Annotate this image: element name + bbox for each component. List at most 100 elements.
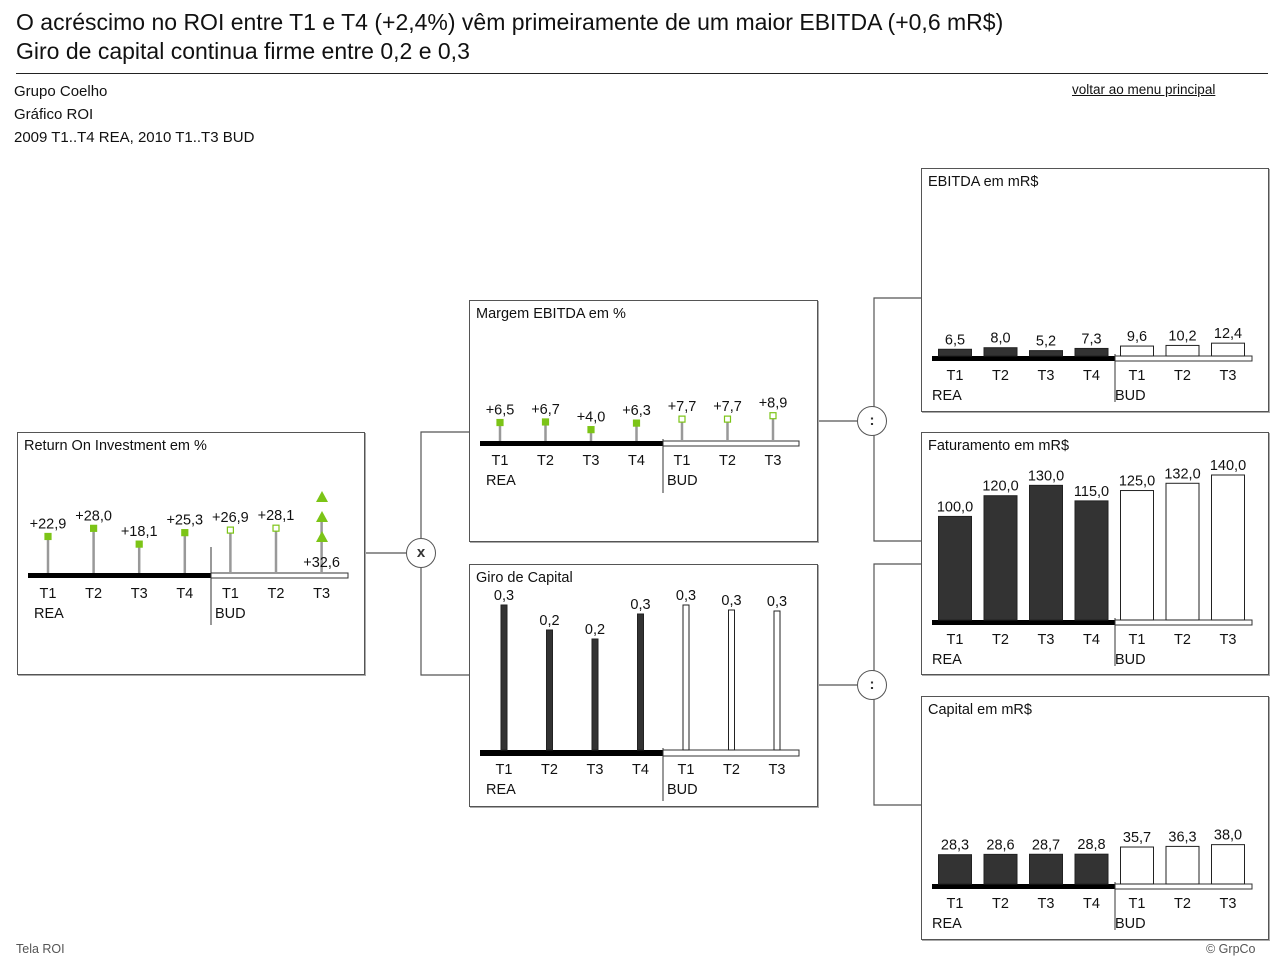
turnover-bar-3 (591, 638, 599, 751)
capital-category-label-5: T1 (1129, 896, 1146, 912)
margin-value-label-7: +8,9 (759, 396, 788, 412)
capital-value-label-1: 28,3 (941, 838, 969, 854)
revenue-bar-4 (1074, 500, 1109, 621)
ebitda-category-label-3: T3 (1038, 368, 1055, 384)
capital-bar-4 (1074, 853, 1109, 885)
capital-category-label-1: T1 (947, 896, 964, 912)
turnover-axis-budget (662, 749, 800, 757)
roi-category-label-1: T1 (40, 586, 57, 602)
roi-category-label-5: T1 (222, 586, 239, 602)
turnover-category-label-5: T1 (678, 762, 695, 778)
header-divider (16, 73, 1268, 74)
roi-trend-up-icon-2 (316, 511, 328, 522)
revenue-chart: 100,0 T1 120,0 T2 130,0 T3 115,0 T4 125,0 T1 132,0… (932, 458, 1253, 668)
turnover-title: Giro de Capital (476, 570, 573, 586)
capital-category-label-7: T3 (1220, 896, 1237, 912)
turnover-category-label-7: T3 (769, 762, 786, 778)
margin-title: Margem EBITDA em % (476, 306, 626, 322)
revenue-category-label-5: T1 (1129, 632, 1146, 648)
margin-scenario-label-rea: REA (486, 473, 516, 489)
roi-value-label-2: +28,0 (75, 508, 112, 524)
turnover-value-label-7: 0,3 (767, 594, 787, 610)
capital-title: Capital em mR$ (928, 702, 1032, 718)
roi-category-label-6: T2 (268, 586, 285, 602)
roi-category-label-4: T4 (176, 586, 193, 602)
capital-category-label-3: T3 (1038, 896, 1055, 912)
connector-divide-revenue-2 (873, 563, 921, 686)
footer-screen-name: Tela ROI (16, 942, 65, 956)
connector-divide-ebitda (873, 297, 921, 422)
report-meta: Grupo Coelho Gráfico ROI 2009 T1..T4 REA… (14, 80, 254, 149)
roi-value-label-4: +25,3 (166, 513, 203, 529)
roi-scenario-label-bud: BUD (215, 606, 246, 622)
roi-marker-2 (89, 524, 98, 532)
revenue-category-label-2: T2 (992, 632, 1009, 648)
capital-category-label-6: T2 (1174, 896, 1191, 912)
ebitda-category-label-4: T4 (1083, 368, 1100, 384)
roi-category-label-7: T3 (313, 586, 330, 602)
capital-bar-7 (1211, 844, 1245, 885)
connector-multiply-turnover (420, 568, 469, 676)
margin-marker-6 (723, 415, 732, 423)
capital-axis-budget (1114, 883, 1253, 890)
capital-bar-5 (1120, 846, 1154, 885)
turnover-value-label-3: 0,2 (585, 622, 605, 638)
page-headline: O acréscimo no ROI entre T1 e T4 (+2,4%)… (16, 8, 1266, 66)
margin-marker-3 (587, 426, 595, 434)
roi-trend-up-icon-1 (316, 491, 328, 502)
ebitda-value-label-5: 9,6 (1127, 329, 1147, 345)
back-to-main-menu-link[interactable]: voltar ao menu principal (1072, 82, 1216, 97)
turnover-category-label-3: T3 (587, 762, 604, 778)
revenue-category-label-6: T2 (1174, 632, 1191, 648)
roi-chart: +22,9 T1 +28,0 T2 +18,1 T3 +25,3 T4 +26,9 T1 +28,1… (28, 491, 349, 625)
revenue-value-label-2: 120,0 (982, 479, 1018, 495)
capital-category-label-4: T4 (1083, 896, 1100, 912)
roi-value-label-1: +22,9 (30, 516, 67, 532)
capital-scenario-label-rea: REA (932, 916, 962, 932)
margin-marker-4 (632, 419, 641, 427)
roi-title: Return On Investment em % (24, 438, 207, 454)
turnover-bar-4 (637, 613, 644, 751)
turnover-value-label-2: 0,2 (539, 613, 559, 629)
capital-panel: Capital em mR$ 28,3 T1 28,6 T2 28,7 T3 28,8 T4 3… (921, 696, 1269, 940)
margin-chart: +6,5 T1 +6,7 T2 +4,0 T3 +6,3 T4 +7,7 T1 +7,7 T2 +8,9… (480, 396, 800, 493)
turnover-bar-2 (546, 629, 553, 751)
roi-category-label-2: T2 (85, 586, 102, 602)
ebitda-bar-4 (1074, 347, 1109, 357)
capital-value-label-7: 38,0 (1214, 828, 1242, 844)
roi-category-label-3: T3 (131, 586, 148, 602)
margin-marker-5 (678, 415, 686, 423)
connector-divide-revenue (873, 421, 921, 542)
margin-value-label-4: +6,3 (622, 403, 651, 419)
margin-scenario-label-bud: BUD (667, 473, 698, 489)
roi-marker-6 (272, 524, 280, 532)
revenue-bar-6 (1165, 482, 1200, 621)
roi-marker-3 (135, 540, 143, 548)
margin-panel: Margem EBITDA em % +6,5 T1 +6,7 T2 +4,0 T3 +6,… (469, 300, 818, 542)
capital-value-label-6: 36,3 (1168, 829, 1196, 845)
turnover-value-label-1: 0,3 (494, 588, 514, 604)
roi-value-label-5: +26,9 (212, 510, 249, 526)
revenue-bar-5 (1120, 490, 1154, 621)
ebitda-category-label-1: T1 (947, 368, 964, 384)
revenue-value-label-5: 125,0 (1119, 474, 1155, 490)
margin-marker-7 (769, 412, 777, 420)
capital-value-label-4: 28,8 (1077, 837, 1105, 853)
margin-category-label-1: T1 (492, 453, 509, 469)
footer-copyright: © GrpCo (1206, 942, 1256, 956)
roi-scenario-label-rea: REA (34, 606, 64, 622)
revenue-category-label-1: T1 (947, 632, 964, 648)
margin-value-label-3: +4,0 (577, 410, 606, 426)
margin-category-label-6: T2 (719, 453, 736, 469)
margin-category-label-7: T3 (765, 453, 782, 469)
ebitda-bar-3 (1029, 350, 1063, 357)
turnover-category-label-2: T2 (541, 762, 558, 778)
turnover-bar-6 (728, 609, 735, 751)
margin-value-label-1: +6,5 (486, 403, 515, 419)
ebitda-bar-1 (938, 348, 972, 357)
turnover-value-label-5: 0,3 (676, 588, 696, 604)
revenue-bar-1 (938, 515, 972, 621)
revenue-bar-2 (983, 495, 1018, 621)
ebitda-title: EBITDA em mR$ (928, 174, 1039, 190)
ebitda-axis-budget (1114, 355, 1253, 362)
